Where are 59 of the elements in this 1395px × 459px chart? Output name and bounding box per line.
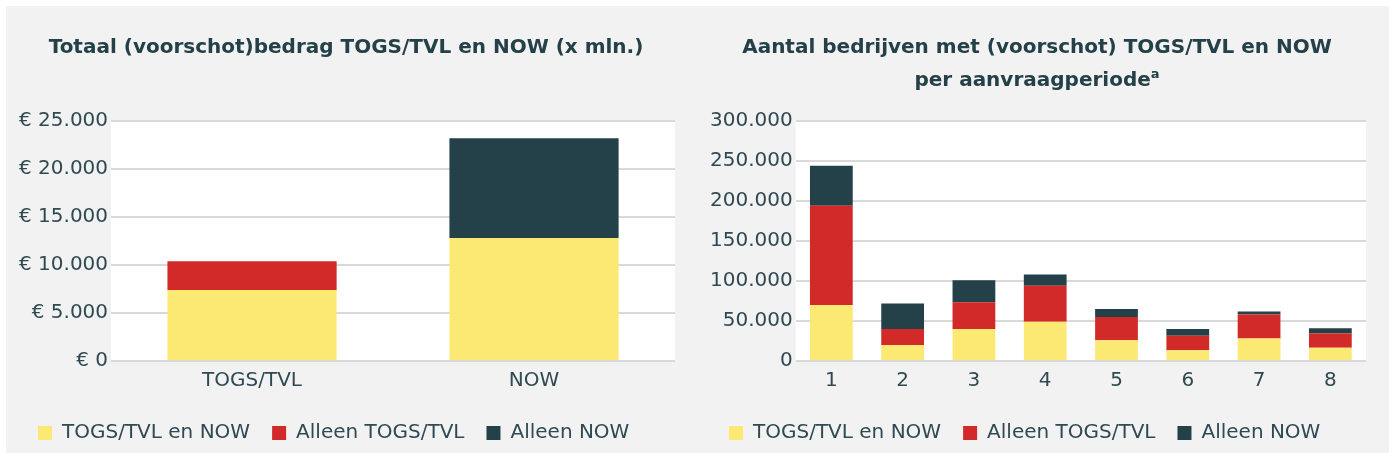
y-tick-label: 150.000	[709, 227, 793, 252]
bar	[809, 165, 853, 206]
bar	[881, 329, 925, 345]
bar	[1237, 314, 1281, 339]
y-tick-label: 0	[779, 347, 793, 372]
bar	[881, 303, 925, 329]
bar	[167, 261, 337, 290]
y-tick-label: € 15.000	[19, 203, 109, 228]
x-tick-label: 8	[1323, 367, 1337, 392]
x-tick-label: 5	[1110, 367, 1123, 392]
y-tick-label: € 25.000	[19, 107, 109, 132]
x-tick-label: 7	[1252, 367, 1266, 392]
bar	[809, 205, 853, 305]
bar	[1023, 274, 1067, 286]
bar	[1237, 338, 1281, 360]
bar	[1166, 329, 1210, 336]
x-tick-label: 2	[896, 367, 909, 392]
bar	[1023, 285, 1067, 322]
y-tick-label: 300.000	[709, 107, 793, 132]
bar	[167, 289, 337, 360]
y-tick-label: 200.000	[709, 187, 793, 212]
bar	[881, 345, 925, 360]
y-tick-label: € 10.000	[19, 251, 109, 276]
bar	[1095, 309, 1138, 317]
legend-label: Alleen NOW	[1201, 419, 1321, 444]
bar	[1237, 311, 1281, 315]
y-tick-label: € 20.000	[19, 155, 109, 180]
legend-label: TOGS/TVL en NOW	[752, 419, 942, 444]
bar	[1023, 321, 1067, 360]
x-tick-label: 1	[824, 367, 838, 392]
legend-label: TOGS/TVL en NOW	[61, 419, 251, 444]
x-tick-label: TOGS/TVL	[201, 367, 303, 392]
bar	[1166, 350, 1210, 360]
bar	[1308, 328, 1352, 334]
bar	[1308, 333, 1352, 348]
x-tick-label: 3	[967, 367, 981, 392]
y-tick-label: 50.000	[722, 307, 793, 332]
y-tick-label: 100.000	[709, 267, 793, 292]
bar	[1095, 340, 1138, 360]
x-tick-label: NOW	[508, 367, 560, 392]
chart-title: Aantal bedrijven met (voorschot) TOGS/TVL en NOW per aanvraagperiode$^{a}$	[741, 33, 1333, 93]
legend-label: Alleen NOW	[510, 419, 630, 444]
chart-title: Totaal (voorschot)bedrag TOGS/TVL en NOW (x mln.)	[47, 33, 645, 60]
bar	[952, 280, 996, 303]
legend-label: Alleen TOGS/TVL	[987, 419, 1157, 444]
bar	[1166, 335, 1210, 351]
bar	[449, 238, 619, 360]
bar	[952, 329, 996, 360]
x-tick-label: 6	[1181, 367, 1195, 392]
y-tick-label: € 0	[76, 347, 109, 372]
y-tick-label: 250.000	[709, 147, 793, 172]
bar	[952, 302, 996, 329]
bar	[449, 138, 619, 239]
x-tick-label: 4	[1038, 367, 1052, 392]
bar	[809, 305, 853, 360]
y-tick-label: € 5.000	[31, 299, 109, 324]
bar	[1308, 347, 1352, 360]
bar	[1095, 317, 1138, 341]
legend-label: Alleen TOGS/TVL	[296, 419, 466, 444]
